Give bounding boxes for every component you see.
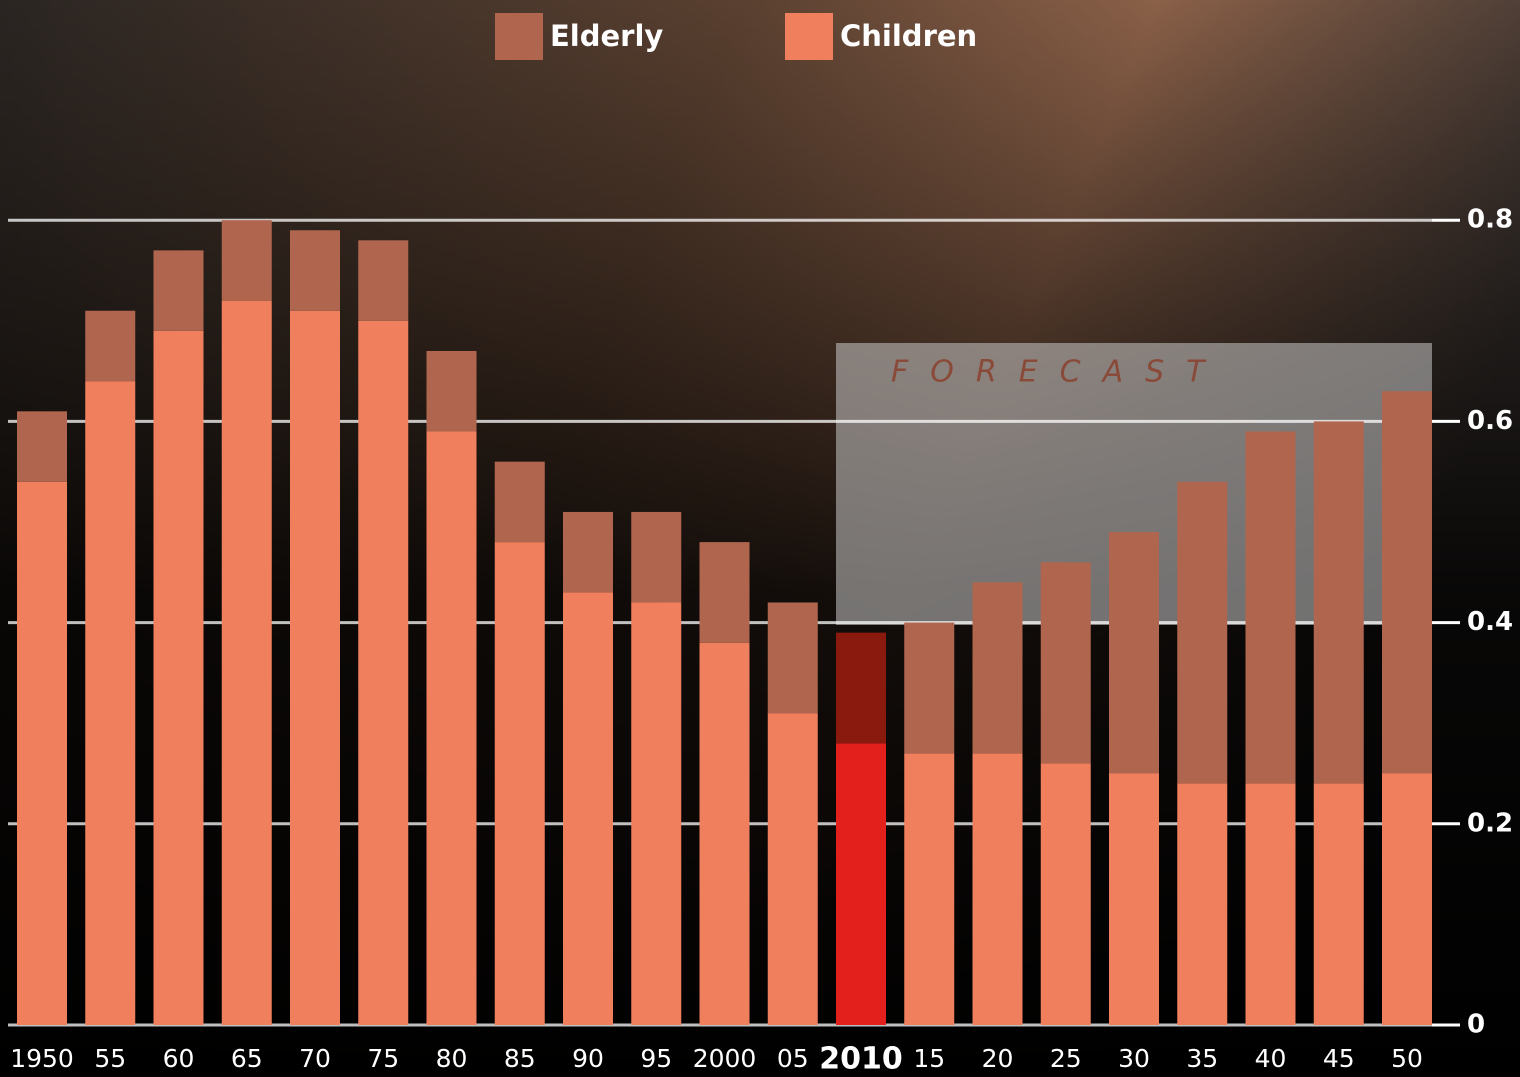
bar-segment <box>972 582 1023 754</box>
legend-swatch <box>785 13 833 60</box>
bar-segment <box>699 542 750 643</box>
bar-segment <box>972 753 1023 1025</box>
bar-segment <box>426 350 477 432</box>
bar-segment <box>1040 763 1091 1025</box>
bar-segment <box>17 481 67 1025</box>
forecast-label: FORECAST <box>891 355 1227 390</box>
bar-segment <box>699 642 750 1025</box>
bar-segment <box>767 713 818 1025</box>
bar-segment <box>563 592 613 1025</box>
x-tick-label: 65 <box>231 1044 263 1073</box>
bar-segment <box>1109 532 1159 774</box>
bar-segment <box>1177 783 1228 1025</box>
bar-segment <box>426 431 477 1026</box>
bar-segment <box>1313 783 1364 1025</box>
bar-segment <box>767 602 818 714</box>
x-tick-label: 60 <box>163 1044 195 1073</box>
x-tick-label: 90 <box>572 1044 604 1073</box>
x-tick-label: 2000 <box>693 1044 757 1073</box>
bar-segment <box>358 320 409 1025</box>
x-tick-label: 95 <box>640 1044 672 1073</box>
bar-segment <box>85 381 136 1025</box>
bar-segment <box>494 542 545 1025</box>
x-tick-label: 30 <box>1118 1044 1150 1073</box>
bar-segment <box>494 461 545 543</box>
x-tick-label: 35 <box>1186 1044 1218 1073</box>
bar-segment <box>1313 421 1364 784</box>
x-tick-label: 25 <box>1050 1044 1082 1073</box>
y-tick-label: 0.8 <box>1467 205 1513 235</box>
x-tick-label: 85 <box>504 1044 536 1073</box>
bar-segment <box>836 632 886 744</box>
legend-swatch <box>495 13 543 60</box>
bar-segment <box>904 753 955 1025</box>
bar-segment <box>1040 562 1091 764</box>
legend-label: Children <box>840 19 977 53</box>
x-tick-label: 40 <box>1255 1044 1287 1073</box>
bar-segment <box>836 743 886 1025</box>
bar-segment <box>85 310 136 382</box>
x-tick-label: 2010 <box>819 1042 903 1077</box>
bar-segment <box>1245 431 1296 784</box>
bar-segment <box>290 230 340 311</box>
x-tick-label: 80 <box>436 1044 468 1073</box>
x-tick-label: 75 <box>367 1044 399 1073</box>
bar-segment <box>290 310 340 1025</box>
bar-segment <box>631 602 682 1025</box>
x-tick-label: 05 <box>777 1044 809 1073</box>
bar-segment <box>631 511 682 603</box>
y-tick-label: 0.6 <box>1467 406 1513 436</box>
bar-segment <box>17 411 67 482</box>
bar-segment <box>1382 391 1432 774</box>
bar-segment <box>1382 773 1432 1025</box>
y-tick-label: 0 <box>1467 1010 1485 1040</box>
x-tick-label: 70 <box>299 1044 331 1073</box>
x-tick-label: 20 <box>982 1044 1014 1073</box>
bar-segment <box>1245 783 1296 1025</box>
bar-segment <box>153 330 204 1025</box>
bar-segment <box>1177 481 1228 784</box>
y-tick-label: 0.4 <box>1467 607 1513 637</box>
bar-segment <box>1109 773 1159 1025</box>
bar-segment <box>221 300 272 1025</box>
bar-segment <box>221 220 272 301</box>
x-tick-label: 50 <box>1391 1044 1423 1073</box>
x-tick-label: 55 <box>94 1044 126 1073</box>
x-tick-label: 15 <box>913 1044 945 1073</box>
x-tick-label: 45 <box>1323 1044 1355 1073</box>
legend-label: Elderly <box>550 19 663 53</box>
bar-segment <box>563 511 613 593</box>
bar-segment <box>358 240 409 321</box>
bar-segment <box>153 250 204 331</box>
y-tick-label: 0.2 <box>1467 808 1513 838</box>
x-tick-label: 1950 <box>10 1044 74 1073</box>
bar-segment <box>904 622 955 754</box>
